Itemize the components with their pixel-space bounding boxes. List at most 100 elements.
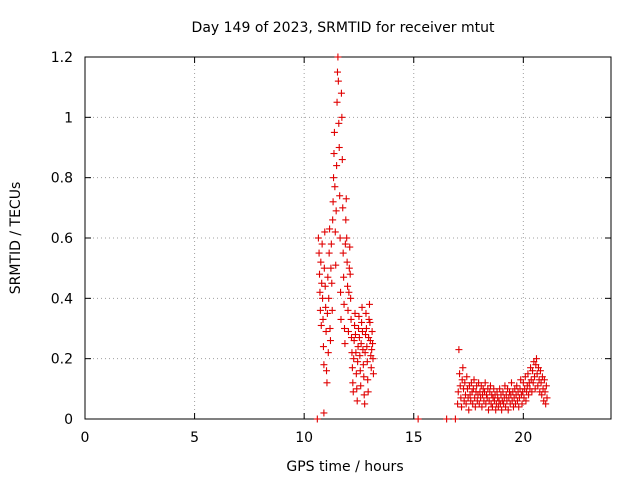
data-point: [351, 309, 359, 317]
data-point: [344, 282, 352, 290]
data-point: [340, 300, 348, 308]
data-point: [317, 258, 325, 266]
data-point: [324, 273, 332, 281]
data-point: [456, 382, 464, 390]
data-point: [348, 364, 356, 372]
data-point: [528, 388, 536, 396]
data-point: [537, 379, 545, 387]
data-point: [451, 415, 459, 423]
data-point: [522, 397, 530, 405]
data-point: [320, 264, 328, 272]
data-point: [536, 367, 544, 375]
data-point: [337, 315, 345, 323]
data-point: [458, 403, 466, 411]
data-point: [324, 349, 332, 357]
data-point: [340, 325, 348, 332]
data-point: [318, 279, 326, 287]
data-point: [494, 394, 502, 402]
grid: [85, 57, 611, 419]
data-point: [332, 207, 340, 215]
data-point: [344, 328, 352, 336]
data-point: [333, 98, 341, 106]
data-point: [454, 388, 462, 396]
data-point: [471, 403, 479, 411]
data-point: [333, 68, 341, 76]
data-point: [344, 306, 352, 314]
data-point: [328, 306, 336, 314]
data-point: [326, 337, 334, 345]
data-point: [326, 225, 334, 233]
data-point: [323, 309, 331, 317]
data-point: [363, 358, 371, 366]
data-point: [354, 358, 362, 366]
data-point: [313, 415, 321, 423]
data-point: [327, 240, 335, 248]
data-point: [538, 391, 546, 399]
x-tick-label: 15: [405, 430, 423, 446]
data-point: [515, 403, 523, 411]
data-point: [507, 379, 515, 387]
data-point: [355, 334, 363, 342]
data-point: [342, 216, 350, 224]
data-point: [456, 370, 464, 378]
data-point: [529, 367, 537, 375]
data-point: [317, 321, 325, 329]
y-tick-label: 0.6: [51, 231, 73, 247]
data-point: [368, 328, 376, 336]
data-point: [337, 89, 345, 97]
data-point: [355, 325, 363, 332]
data-point: [361, 349, 369, 357]
data-point: [358, 328, 366, 336]
data-points: [313, 53, 551, 423]
data-point: [330, 150, 338, 158]
data-point: [353, 397, 361, 405]
axis-ticks: 0 0.2 0.4 0.6 0.8 1 1.2 0 5 10 15 20: [51, 50, 611, 446]
data-point: [342, 195, 350, 203]
data-point: [455, 346, 463, 354]
data-point: [345, 264, 353, 272]
data-point: [525, 391, 533, 399]
data-point: [540, 376, 548, 384]
data-point: [336, 234, 344, 242]
data-point: [360, 373, 368, 381]
data-point: [315, 249, 323, 257]
data-point: [316, 270, 324, 278]
data-point: [368, 346, 376, 354]
data-point: [326, 325, 334, 332]
data-point: [334, 77, 342, 85]
data-point: [318, 240, 326, 248]
data-point: [524, 370, 532, 378]
data-point: [350, 355, 358, 363]
data-point: [367, 364, 375, 372]
y-tick-label: 0.2: [51, 352, 73, 368]
data-point: [341, 340, 349, 348]
data-point: [364, 376, 372, 384]
data-point: [414, 415, 422, 423]
data-point: [463, 373, 471, 381]
data-point: [321, 228, 329, 236]
data-point: [320, 409, 328, 417]
data-point: [349, 388, 357, 396]
data-point: [519, 379, 527, 387]
data-point: [338, 113, 346, 121]
data-point: [332, 261, 340, 269]
data-point: [346, 243, 354, 251]
data-point: [513, 382, 521, 390]
data-point: [369, 340, 377, 348]
data-point: [542, 400, 550, 408]
data-point: [330, 174, 338, 182]
data-point: [316, 306, 324, 314]
data-point: [351, 321, 359, 329]
data-point: [465, 406, 473, 414]
data-point: [543, 394, 551, 402]
data-point: [354, 343, 362, 351]
data-point: [358, 318, 366, 326]
data-point: [461, 379, 469, 387]
data-point: [316, 288, 324, 296]
data-point: [490, 385, 498, 393]
data-point: [529, 379, 537, 387]
data-point: [365, 300, 373, 308]
data-point: [352, 370, 360, 378]
data-point: [366, 318, 374, 326]
